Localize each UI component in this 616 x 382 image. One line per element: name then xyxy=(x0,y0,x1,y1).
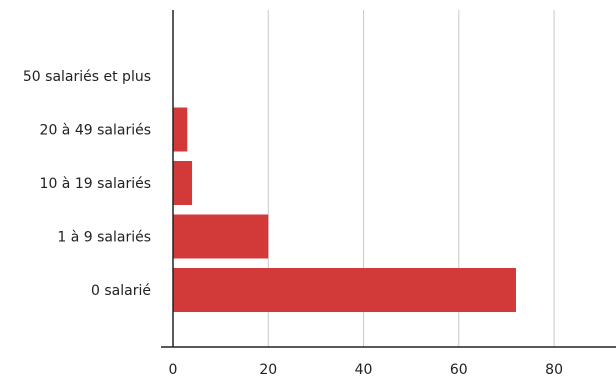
x-tick-labels: 0 20 40 60 80 xyxy=(169,362,563,378)
category-label: 20 à 49 salariés xyxy=(40,123,151,139)
x-tick-label: 20 xyxy=(259,362,277,378)
bar xyxy=(173,161,193,205)
category-label: 10 à 19 salariés xyxy=(40,176,151,192)
bars xyxy=(173,107,516,312)
category-label: 50 salariés et plus xyxy=(23,69,151,85)
x-tick-label: 80 xyxy=(545,362,563,378)
x-tick-label: 40 xyxy=(355,362,373,378)
category-label: 0 salarié xyxy=(91,283,151,299)
category-label: 1 à 9 salariés xyxy=(57,230,151,246)
x-tick-label: 60 xyxy=(450,362,468,378)
bar xyxy=(173,107,188,152)
category-labels: 50 salariés et plus 20 à 49 salariés 10 à … xyxy=(23,69,151,299)
x-tick-label: 0 xyxy=(169,362,178,378)
bar xyxy=(173,214,269,259)
bar xyxy=(173,268,516,312)
